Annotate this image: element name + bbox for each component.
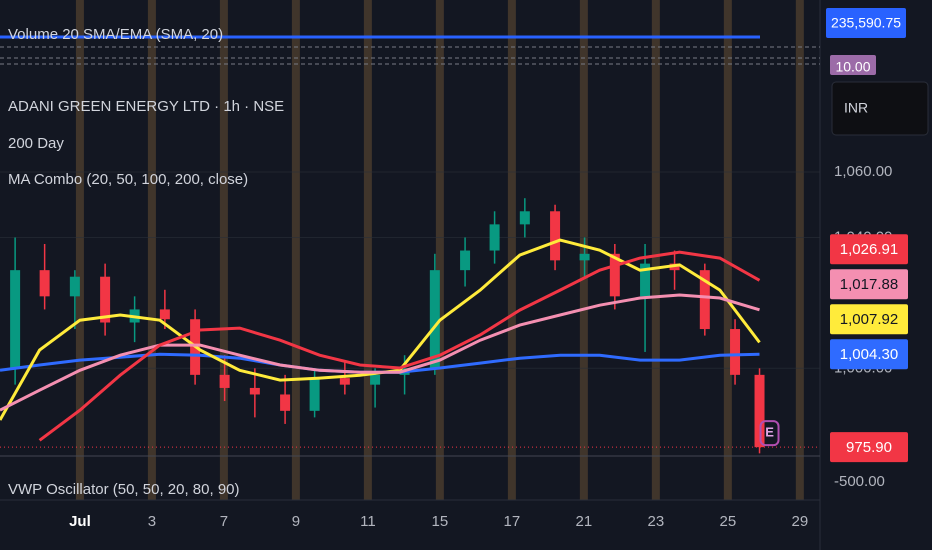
x-tick-label: 25	[720, 513, 737, 530]
price-label-box	[830, 234, 908, 265]
candle-body	[249, 387, 260, 395]
candle-body	[159, 309, 170, 320]
price-label: 975.90	[846, 439, 892, 456]
candle-body	[609, 253, 620, 297]
price-label-box	[830, 269, 908, 300]
x-tick-label: 9	[292, 513, 300, 530]
price-label: 1,026.91	[840, 241, 898, 258]
price-label-box	[830, 339, 908, 370]
volume-label-box	[826, 8, 906, 38]
rsi-label-box	[830, 55, 876, 75]
x-tick-label: 29	[791, 513, 808, 530]
x-tick-label: Jul	[69, 513, 91, 530]
volume-legend: Volume 20 SMA/EMA (SMA, 20)	[8, 26, 223, 43]
indicator-legend: MA Combo (20, 50, 100, 200, close)	[8, 171, 248, 188]
event-marker-box	[759, 420, 780, 447]
x-tick-label: 23	[648, 513, 665, 530]
y-tick-label: -500.00	[834, 473, 885, 490]
price-label: 1,017.88	[840, 276, 898, 293]
rsi-label: 10.00	[835, 59, 870, 75]
candle-body	[69, 276, 80, 297]
candle-body	[309, 378, 320, 411]
currency: INR	[844, 100, 868, 116]
candle-body	[280, 394, 291, 411]
price-label-box	[830, 432, 908, 463]
ma-line	[0, 293, 760, 412]
plot: E	[0, 198, 820, 454]
candle-body	[519, 211, 530, 225]
volume-label: 235,590.75	[831, 15, 901, 31]
candle-body	[370, 374, 381, 385]
candle-body	[429, 270, 440, 369]
x-tick-label: 21	[576, 513, 593, 530]
currency-box[interactable]	[831, 81, 929, 136]
candle-body	[460, 250, 471, 271]
x-tick-label: 11	[360, 513, 376, 530]
price-label: 1,007.92	[840, 311, 898, 328]
oscillator-legend: VWP Oscillator (50, 50, 20, 80, 90)	[8, 481, 240, 498]
candle-body	[10, 270, 21, 369]
x-tick-label: 17	[504, 513, 521, 530]
candle-body	[699, 270, 710, 330]
candle-body	[550, 211, 561, 261]
indicator-legend: 200 Day	[8, 135, 64, 152]
candle-body	[489, 224, 500, 251]
candle-body	[219, 374, 230, 388]
y-tick-label: 1,060.00	[834, 163, 892, 180]
candle-body	[39, 270, 50, 297]
candle-body	[754, 374, 765, 448]
price-label-box	[830, 304, 908, 335]
x-tick-label: 3	[148, 513, 156, 530]
x-tick-label: 15	[432, 513, 449, 530]
candle-body	[640, 263, 651, 297]
price-label: 1,004.30	[840, 346, 898, 363]
candle-body	[730, 329, 741, 375]
event-marker: E	[765, 425, 774, 440]
candle-body	[100, 276, 111, 323]
chart-title: ADANI GREEN ENERGY LTD · 1h · NSE	[8, 98, 284, 115]
candle-body	[339, 378, 350, 385]
x-tick-label: 7	[220, 513, 228, 530]
candle-body	[579, 253, 590, 261]
ma-line	[38, 250, 761, 442]
